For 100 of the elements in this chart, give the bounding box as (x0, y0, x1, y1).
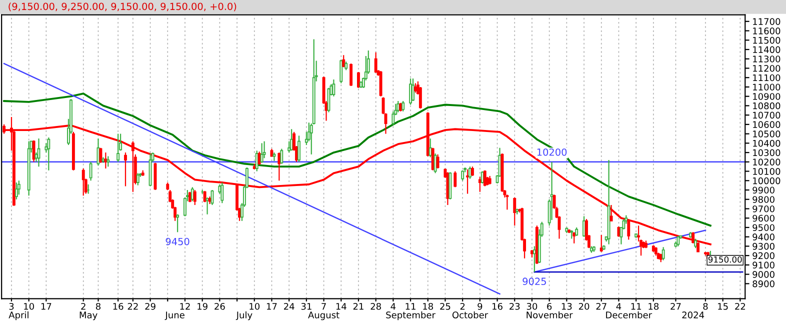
candlestick (203, 190, 206, 203)
candlestick (483, 170, 486, 187)
candlestick (478, 176, 482, 192)
y-tick-label: 9000 (752, 271, 774, 278)
candlestick (471, 166, 474, 177)
y-tick-label: 9700 (752, 205, 774, 212)
candlestick (340, 59, 343, 84)
candlestick (32, 140, 36, 162)
x-tick-label: 23 (510, 302, 520, 310)
y-tick-label: 10700 (753, 112, 780, 119)
chart-title: (9,150.00, 9,250.00, 9,150.00, 9,150.00, +0.0) (8, 2, 236, 12)
candlestick (600, 234, 603, 252)
y-tick-label: 10100 (753, 168, 780, 175)
x2-tick-label: September (386, 311, 436, 320)
x-tick-label: 22 (128, 302, 138, 310)
candlestick (106, 156, 110, 168)
x-tick-label: 16 (492, 302, 502, 310)
y-tick-label: 8900 (752, 280, 774, 288)
x-tick-label: 8 (96, 302, 100, 310)
y-tick-label: 11500 (753, 36, 780, 44)
x-tick-label: 22 (735, 302, 746, 310)
x-tick-label: 4 (616, 303, 622, 310)
candlestick (412, 78, 414, 102)
x-tick-label: 14 (336, 303, 346, 310)
candlestick (260, 142, 264, 164)
candlestick (350, 63, 353, 87)
y-tick-label: 9500 (752, 224, 774, 232)
y-tick-label: 11700 (753, 18, 780, 25)
x-tick-label: 25 (440, 302, 450, 310)
candlestick (193, 189, 196, 206)
candlestick (513, 196, 516, 226)
candlestick (434, 152, 437, 174)
candlestick (116, 133, 120, 162)
x2-tick-label: June (164, 312, 184, 320)
x-tick-label: 16 (113, 302, 124, 310)
candlestick (258, 151, 261, 166)
candlestick (17, 180, 20, 196)
candlestick (468, 166, 472, 180)
x-tick-label: 7 (322, 303, 326, 310)
y-tick-label: 10500 (753, 130, 780, 138)
x-tick-label: 20 (578, 302, 590, 310)
x-tick-label: 4 (390, 303, 396, 310)
x-tick-label: 28 (370, 302, 381, 310)
candlestick (262, 140, 266, 159)
candlestick (278, 152, 281, 182)
x-tick-label: 30 (526, 302, 538, 310)
y-tick-label: 10600 (753, 121, 780, 128)
annotation: 9450 (166, 238, 190, 246)
y-tick-label: 9300 (752, 242, 774, 250)
candlestick (466, 168, 470, 194)
candlestick (332, 78, 336, 97)
candlestick (131, 140, 134, 192)
x-tick-label: 2 (81, 302, 86, 310)
x-tick-label: 11 (406, 303, 416, 310)
candlestick (298, 135, 300, 162)
x-tick-label: 27 (596, 302, 606, 310)
candlestick (409, 78, 412, 106)
x-tick-label: 31 (301, 302, 312, 310)
candlestick (176, 214, 180, 233)
x-tick-label: 17 (266, 303, 277, 310)
x-tick-label: 10 (24, 302, 34, 310)
x-tick-label: 13 (562, 302, 572, 310)
y-tick-label: 9800 (752, 196, 774, 203)
y-tick-label: 11000 (753, 84, 780, 91)
x2-tick-label: 2024 (682, 312, 704, 318)
candlestick (431, 147, 434, 171)
y-tick-label: 10300 (753, 149, 780, 156)
x-tick-label: 18 (648, 302, 659, 310)
candlestick (506, 194, 509, 210)
annotation: 9150.00 (708, 256, 742, 263)
x2-tick-label: December (606, 311, 652, 318)
candlestick (342, 54, 346, 68)
x2-tick-label: May (80, 312, 98, 320)
x-tick-label: 26 (214, 302, 225, 310)
x-tick-label: 2 (460, 302, 465, 310)
y-tick-label: 9400 (752, 234, 774, 240)
candlestick (572, 232, 576, 244)
y-tick-label: 10400 (753, 140, 780, 147)
candlestick (374, 52, 378, 74)
ref-line-label: 10200 (537, 148, 567, 156)
x-tick-label: 24 (284, 302, 294, 310)
x-tick-label: 11 (631, 303, 641, 310)
candlestick (436, 154, 440, 170)
candlestick (124, 152, 127, 187)
candlestick (357, 71, 360, 88)
x-tick-label: 9 (478, 302, 482, 310)
x-tick-label: 17 (41, 303, 52, 310)
candlestick (662, 246, 665, 261)
y-tick-label: 10200 (753, 158, 780, 166)
candlestick (280, 148, 284, 164)
candlestick (454, 170, 457, 188)
x-tick-label: 27 (670, 302, 681, 310)
y-tick-label: 11100 (753, 74, 780, 82)
candlestick (220, 182, 224, 204)
x-tick-label: 15 (718, 303, 728, 310)
x-tick-label: 12 (180, 302, 190, 310)
candlestick (255, 150, 258, 172)
x-tick-label: 19 (198, 302, 208, 310)
candlestick (676, 235, 680, 247)
x-tick-label: 3 (9, 302, 14, 310)
